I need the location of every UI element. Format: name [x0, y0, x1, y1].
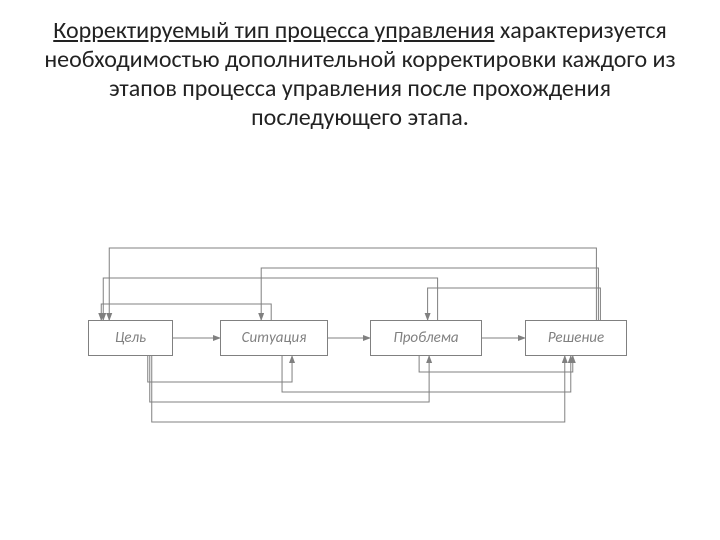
node-problem: Проблема: [370, 320, 482, 356]
node-solution: Решение: [525, 320, 627, 356]
node-situation: Ситуация: [220, 320, 328, 356]
title-block: Корректируемый тип процесса управления х…: [0, 0, 720, 142]
title-underlined: Корректируемый тип процесса управления: [53, 16, 494, 45]
flow-diagram: Цель Ситуация Проблема Решение: [80, 230, 640, 440]
node-goal: Цель: [88, 320, 173, 356]
